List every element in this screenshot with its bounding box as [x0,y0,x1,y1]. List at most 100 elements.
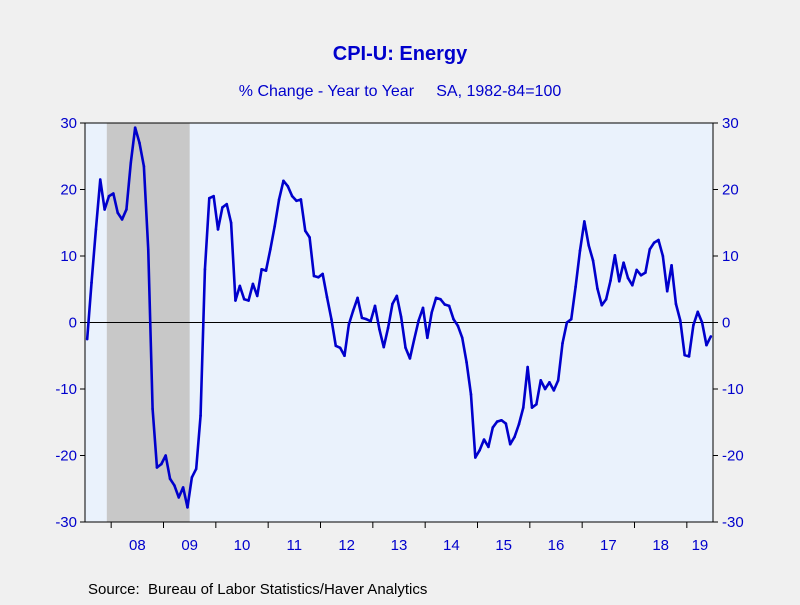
data-point [194,467,198,471]
data-point [513,435,516,439]
data-point [408,357,412,360]
data-point [378,327,381,331]
y-tick-label-left: 30 [60,115,77,132]
data-point [347,323,351,326]
data-point [578,249,582,252]
data-point [631,283,634,287]
data-point [399,315,403,319]
data-point [360,316,364,320]
data-point [303,229,307,233]
x-tick-label: 12 [338,537,355,554]
data-point [199,414,202,417]
data-point [168,477,172,481]
data-point [591,259,595,262]
data-point [142,164,146,168]
data-point [277,198,281,201]
data-point [696,310,700,314]
y-tick-label-left: 20 [60,182,77,199]
data-point [225,202,229,206]
energy-cpi-series-line [85,126,712,509]
y-tick-label-left: -30 [55,514,77,531]
data-point [103,208,106,211]
data-point [469,393,473,396]
data-point [426,336,429,340]
chart-title: CPI-U: Energy [333,43,468,65]
data-point [452,317,455,321]
data-point [177,496,181,499]
data-point [487,445,490,449]
data-point [255,294,259,298]
x-tick-label: 11 [287,537,303,554]
data-point [299,198,303,201]
data-point [530,406,534,409]
data-point [617,279,621,283]
data-point [334,344,338,348]
x-tick-label: 17 [600,537,617,554]
data-point [90,281,93,284]
y-axis-left: 30 20 10 0 -10 -20 -30 [55,115,85,531]
data-point [456,324,460,328]
y-tick-label-right: 20 [722,182,739,199]
data-point [521,406,525,409]
data-point [186,506,189,509]
data-point [373,304,377,308]
data-point [434,296,438,300]
data-point [613,254,617,257]
data-point [670,264,673,267]
data-point [508,442,512,446]
data-point [164,454,167,457]
y-tick-label-left: -20 [55,448,77,465]
data-point [609,279,612,282]
data-point [282,179,285,183]
data-point [548,381,551,384]
data-point [635,268,638,272]
data-point [404,346,407,350]
data-point [543,387,547,391]
data-point [561,341,564,345]
data-point [687,355,691,358]
y-tick-label-right: 30 [722,115,739,132]
data-point [596,287,599,290]
data-point [500,418,503,422]
data-point [356,296,359,300]
y-tick-label-right: 0 [722,315,730,332]
data-point [364,317,368,321]
data-point [343,354,346,358]
data-point [583,220,586,223]
data-point [247,299,250,302]
data-point [273,224,277,228]
data-point [382,345,386,349]
data-point [482,438,486,441]
data-point [238,284,242,288]
data-point [626,276,630,280]
data-point [504,422,508,425]
data-point [386,326,390,330]
data-point [439,297,442,301]
data-point [107,194,111,198]
data-point [683,353,686,357]
x-tick-label: 19 [692,537,709,554]
data-point [112,192,115,195]
y-tick-label-right: -10 [722,381,744,398]
data-point [692,323,695,327]
data-point [242,297,246,301]
data-point [260,268,263,271]
data-point [308,236,311,239]
data-point [665,289,669,293]
x-axis: 08 09 10 11 12 13 14 15 16 17 18 19 [110,522,709,554]
data-point [391,302,394,306]
data-point [491,426,495,429]
y-axis-right: 30 20 10 0 -10 -20 -30 [713,115,744,531]
data-point [85,337,89,341]
data-point [700,321,704,324]
data-point [129,161,133,165]
data-point [325,295,329,299]
data-point [478,448,481,452]
data-point [465,361,468,364]
data-point [648,248,652,251]
x-tick-label: 13 [391,537,408,554]
data-point [338,346,342,350]
data-point [264,269,268,272]
data-point [474,456,477,459]
data-point [535,403,538,406]
